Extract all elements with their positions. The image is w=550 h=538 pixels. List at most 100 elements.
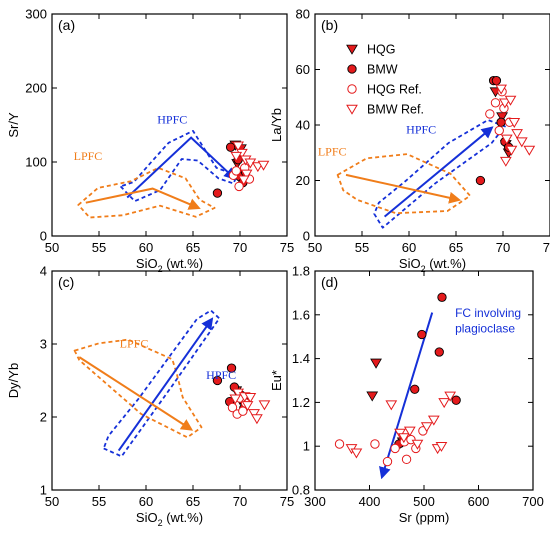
x-tick-label: 55	[355, 240, 369, 255]
panel-label: (d)	[321, 274, 338, 290]
orange-envelope	[77, 166, 216, 219]
x-tick-label: 500	[413, 494, 435, 509]
data-point	[234, 181, 244, 192]
data-point	[410, 384, 420, 394]
data-point	[499, 156, 512, 167]
data-point	[225, 142, 236, 152]
panel-label: (c)	[58, 274, 74, 290]
legend-marker	[346, 44, 358, 55]
panel-3: 300 400 500 600 700 0.8 1 1.2 1.4 1.6 1.8 Sr (ppm) E…	[269, 264, 544, 526]
data-point	[437, 292, 447, 302]
data-point	[212, 375, 223, 386]
data-point	[420, 422, 433, 433]
plot-area	[73, 309, 271, 458]
series-bmw-ref-	[345, 391, 457, 459]
data-point	[385, 400, 398, 411]
plot-area	[334, 292, 461, 480]
data-point	[257, 160, 270, 171]
y-tick-label: 3	[40, 337, 47, 352]
y-tick-label: 0	[303, 229, 310, 244]
data-point	[248, 409, 260, 420]
data-point	[370, 439, 380, 449]
data-point	[403, 426, 416, 437]
data-point	[505, 145, 518, 156]
series-bmw-ref-	[229, 388, 271, 425]
data-point	[500, 134, 513, 145]
data-point	[417, 329, 427, 340]
data-point	[438, 398, 451, 409]
series-bmw-ref-	[495, 84, 536, 167]
data-point	[401, 454, 412, 465]
legend: HQG BMW HQG Ref. BMW Ref.	[346, 43, 424, 117]
y-tick-label: 4	[40, 264, 47, 279]
plot-frame	[51, 270, 288, 491]
data-point	[491, 75, 502, 86]
data-point	[411, 439, 424, 450]
y-tick-label: 1.4	[292, 351, 310, 366]
annotation-label: LPFC	[120, 337, 149, 351]
y-tick-label: 1	[40, 483, 47, 498]
data-point	[475, 175, 486, 186]
annotation-label: FC involving	[455, 306, 521, 320]
annotation-label: LPFC	[318, 145, 347, 159]
orange-trend-arrow	[85, 187, 201, 210]
data-point	[390, 443, 400, 454]
data-point	[485, 109, 495, 119]
x-tick-label: 75	[280, 494, 294, 509]
series-bmw-ref-	[230, 141, 270, 186]
data-point	[370, 358, 382, 369]
y-tick-label: 1.8	[292, 264, 310, 279]
x-tick-label: 600	[468, 494, 490, 509]
data-point	[499, 98, 511, 109]
x-tick-label: 700	[522, 494, 544, 509]
blue-trend-arrow	[379, 312, 434, 480]
orange-envelope	[73, 338, 203, 439]
blue-trend-arrow	[383, 126, 494, 218]
x-tick-label: 75	[543, 240, 550, 255]
y-tick-label: 1	[303, 439, 310, 454]
x-tick-label: 300	[304, 494, 326, 509]
blue-trend-arrow	[126, 136, 237, 199]
data-point	[258, 400, 271, 411]
series-hqg-ref-	[334, 426, 428, 467]
x-tick-label: 50	[308, 240, 322, 255]
annotation-label: LPFC	[74, 149, 103, 163]
y-tick-label: 1.6	[292, 307, 310, 322]
data-point	[350, 448, 363, 459]
panel-label: (a)	[58, 17, 75, 33]
data-point	[227, 402, 238, 413]
data-point	[490, 98, 501, 108]
data-point	[435, 441, 448, 452]
annotation-label: plagioclase	[455, 321, 515, 335]
x-tick-label: 75	[280, 240, 294, 255]
data-point	[523, 145, 536, 156]
data-point	[494, 125, 504, 136]
y-axis-label: La/Yb	[269, 108, 284, 142]
legend-label: HQG Ref.	[367, 83, 422, 97]
y-tick-label: 300	[25, 7, 47, 22]
data-point	[240, 169, 253, 180]
data-point	[226, 363, 237, 373]
x-tick-label: 70	[233, 240, 247, 255]
data-point	[434, 347, 444, 357]
series-hqg-ref-	[485, 87, 515, 136]
data-point	[495, 84, 507, 95]
x-tick-label: 55	[92, 494, 106, 509]
data-point	[229, 394, 242, 405]
legend-marker	[347, 64, 357, 74]
data-point	[397, 433, 410, 444]
y-axis-label: Dy/Yb	[6, 363, 21, 398]
panel-1: 50 55 60 65 70 75 0 20 40 60 80 SiO2 (wt.%) La/Yb (b)…	[269, 7, 550, 274]
x-tick-label: 70	[496, 240, 510, 255]
x-tick-label: 70	[233, 494, 247, 509]
data-point	[232, 141, 244, 152]
data-point	[515, 137, 528, 148]
data-point	[212, 188, 223, 198]
annotation-label: HPFC	[406, 122, 436, 136]
y-tick-label: 80	[296, 7, 310, 22]
data-point	[508, 117, 521, 128]
x-tick-label: 60	[139, 240, 153, 255]
panel-2: 50 55 60 65 70 75 1 2 3 4 SiO2 (wt.%) Dy/Yb (c) HPFC L…	[6, 264, 294, 529]
y-axis-label: Sr/Y	[6, 112, 21, 138]
